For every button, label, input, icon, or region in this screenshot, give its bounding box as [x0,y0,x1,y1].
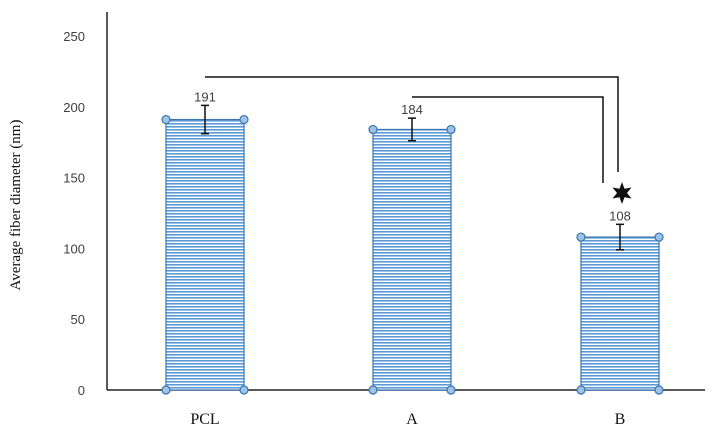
significance-bracket-pcl-b [205,76,619,172]
y-tick-label: 50 [71,312,85,327]
y-tick-label: 0 [78,383,85,398]
bar-corner-marker [239,385,249,395]
x-tick-label: B [615,411,626,428]
bar-corner-marker [368,124,378,135]
bar-corner-marker [446,124,456,135]
significance-star-icon [612,182,632,204]
x-tick-label: A [406,411,418,428]
y-tick-label: 200 [63,100,85,115]
bar-corner-marker [654,232,664,242]
bar-corner-marker [576,385,586,395]
data-label: 184 [401,102,423,117]
y-tick-label: 250 [63,29,85,44]
bar [372,128,452,391]
bar-corner-marker [368,385,378,395]
y-tick-label: 100 [63,241,85,256]
bar-corner-marker [654,385,664,395]
bar-corner-marker [161,114,171,125]
bar-corner-marker [239,114,249,125]
y-axis-title: Average fiber diameter (nm) [8,120,24,291]
bar-corner-marker [161,385,171,395]
y-tick-label: 150 [63,171,85,186]
bar-corner-marker [446,385,456,395]
x-tick-label: PCL [190,411,219,428]
bar-corner-marker [576,232,586,242]
significance-bracket-a-b [412,96,604,183]
bar [580,236,660,391]
data-label: 108 [609,208,631,223]
data-label: 191 [194,89,216,104]
bar [165,118,245,391]
